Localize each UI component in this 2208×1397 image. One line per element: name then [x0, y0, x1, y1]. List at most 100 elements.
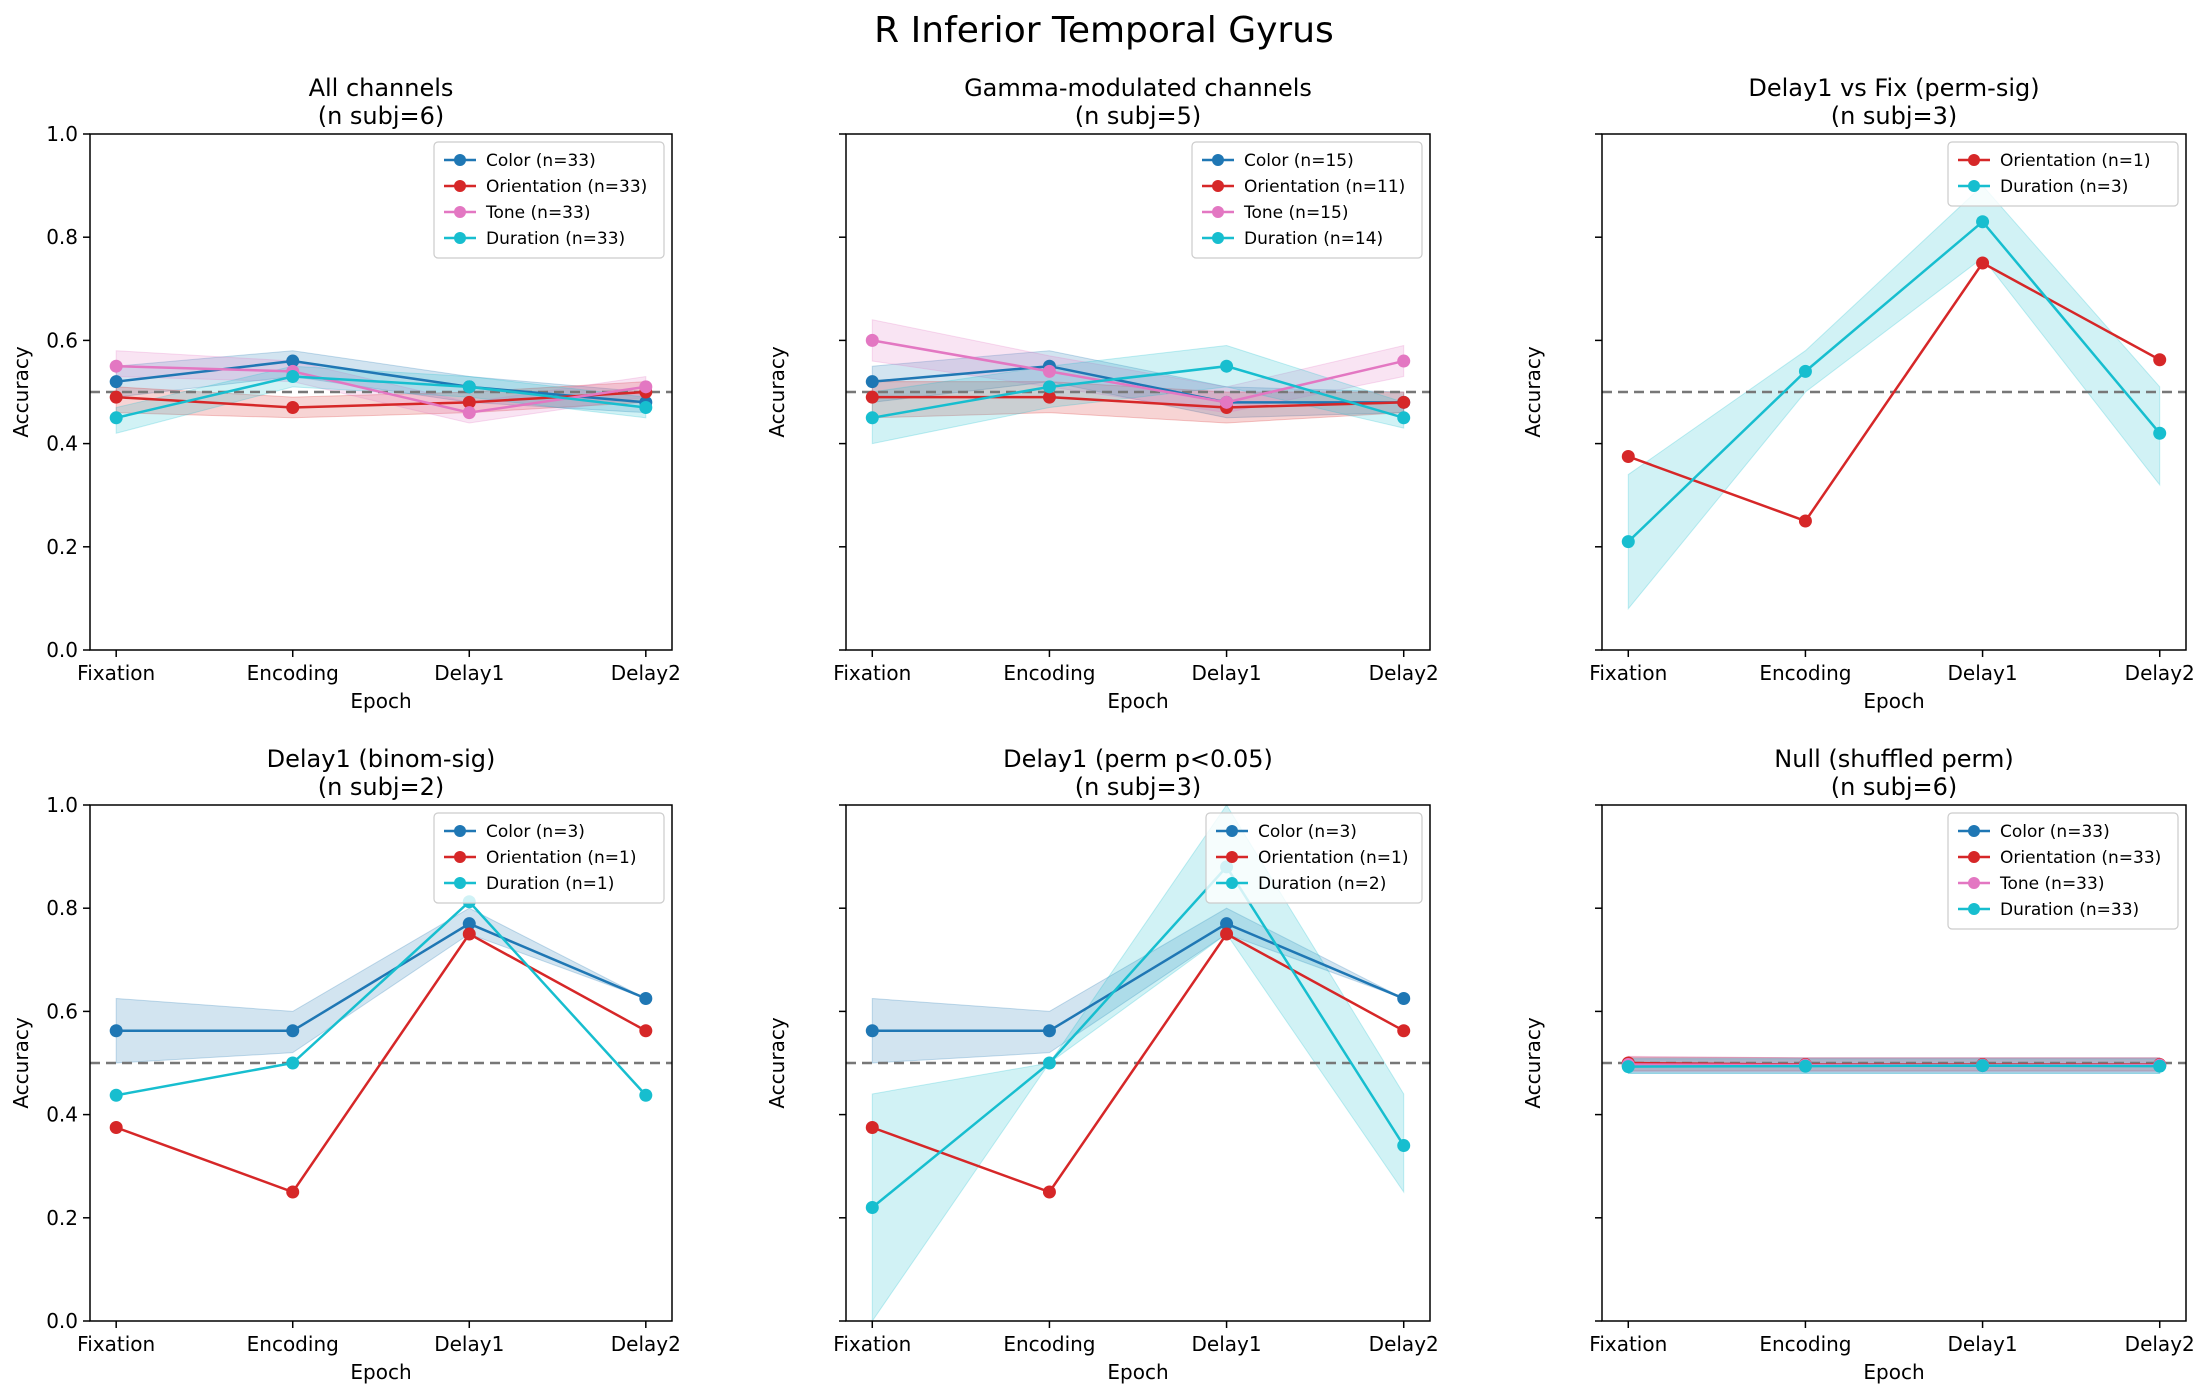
series-line — [116, 359, 646, 404]
data-point — [2153, 1059, 2167, 1073]
x-tick-label: Delay2 — [1369, 661, 1439, 685]
x-tick-label: Delay2 — [2125, 661, 2195, 685]
data-point — [109, 1088, 123, 1102]
x-tick-label: Fixation — [1589, 1332, 1667, 1356]
x-tick-label: Delay1 — [1192, 1332, 1262, 1356]
data-point — [1976, 215, 1990, 229]
data-point — [462, 380, 476, 394]
panel-3: Delay1 vs Fix (perm-sig)(n subj=3) Fixati… — [1521, 74, 2195, 713]
panel-4: Delay1 (binom-sig)(n subj=2) 0.0 0.2 0.4 0.6… — [9, 745, 681, 1384]
legend-label: Tone (n=15) — [1243, 203, 1348, 223]
x-tick-label: Delay2 — [611, 1332, 681, 1356]
legend-marker — [454, 180, 466, 192]
data-point — [1042, 1185, 1056, 1199]
x-tick-label: Encoding — [1003, 661, 1095, 685]
x-tick-label: Delay2 — [1369, 1332, 1439, 1356]
x-axis-label: Epoch — [350, 1360, 411, 1384]
x-tick-label: Delay2 — [611, 661, 681, 685]
x-axis-label: Epoch — [1863, 689, 1924, 713]
series-line — [872, 922, 1405, 1032]
series-line — [116, 922, 647, 1032]
x-tick-label: Encoding — [1759, 661, 1851, 685]
panel-subtitle: (n subj=2) — [318, 773, 445, 801]
panel-subtitle: (n subj=6) — [318, 102, 445, 130]
legend-label: Orientation (n=11) — [1244, 177, 1405, 197]
legend-marker — [1968, 825, 1980, 837]
series-line — [872, 364, 1405, 420]
series-line — [872, 364, 1404, 404]
legend-marker — [1968, 877, 1980, 889]
x-axis-label: Epoch — [1107, 689, 1168, 713]
panel-title: Null (shuffled perm) — [1774, 745, 2013, 773]
legend-marker — [454, 154, 466, 166]
data-point — [1220, 359, 1234, 373]
panel-title: Delay1 (binom-sig) — [267, 745, 496, 773]
data-point — [1397, 354, 1411, 368]
axes-frame — [1601, 133, 2187, 651]
panel-title: Delay1 vs Fix (perm-sig) — [1748, 74, 2039, 102]
legend-label: Duration (n=14) — [1244, 229, 1383, 249]
legend-box — [1191, 141, 1423, 259]
y-tick-label: 0.0 — [46, 638, 78, 662]
x-tick-label: Fixation — [833, 1332, 911, 1356]
series-line — [871, 932, 1405, 1194]
data-point — [109, 375, 123, 389]
legend-label: Color (n=3) — [1258, 822, 1357, 842]
data-point — [865, 333, 879, 347]
y-tick-label: 0.4 — [46, 432, 78, 456]
y-tick-label: 0.2 — [46, 535, 78, 559]
axes-frame — [89, 804, 673, 1322]
legend-marker — [1212, 180, 1224, 192]
y-tick-label: 1.0 — [46, 793, 78, 817]
panel-title: Delay1 (perm p<0.05) — [1003, 745, 1273, 773]
data-point — [639, 992, 653, 1005]
series-line — [872, 339, 1405, 404]
plot-area — [846, 319, 1430, 445]
x-tick-label: Encoding — [247, 1332, 339, 1356]
figure-title: R Inferior Temporal Gyrus — [874, 10, 1334, 51]
data-point — [286, 354, 300, 368]
data-point — [1621, 1060, 1635, 1074]
data-point — [1798, 364, 1812, 378]
x-tick-label: Fixation — [77, 661, 155, 685]
x-tick-label: Fixation — [77, 1332, 155, 1356]
x-axis-label: Epoch — [1107, 1360, 1168, 1384]
y-tick-label: 0.8 — [46, 225, 78, 249]
data-point — [639, 1024, 653, 1038]
panel-subtitle: (n subj=6) — [1831, 773, 1958, 801]
y-tick-label: 0.2 — [46, 1206, 78, 1230]
data-point — [639, 400, 653, 414]
series-line — [115, 932, 647, 1194]
x-tick-label: Delay1 — [1192, 661, 1262, 685]
legend: Color (n=15) Orientation (n=11) Tone (n=15… — [1191, 141, 1423, 259]
y-tick-label: 1.0 — [46, 122, 78, 146]
axes-frame — [845, 133, 1431, 651]
legend-label: Tone (n=33) — [485, 203, 590, 223]
data-point — [286, 370, 300, 384]
x-tick-label: Fixation — [833, 661, 911, 685]
data-point — [286, 400, 300, 414]
data-point — [462, 395, 476, 409]
data-point — [109, 411, 123, 425]
legend-label: Orientation (n=33) — [486, 177, 647, 197]
data-point — [109, 1121, 123, 1134]
data-point — [1621, 535, 1635, 549]
data-point — [1397, 1139, 1411, 1153]
legend-marker — [1212, 232, 1224, 244]
data-point — [1042, 1024, 1056, 1038]
legend-marker — [1968, 154, 1980, 166]
data-point — [1220, 927, 1234, 941]
y-axis-label: Accuracy — [9, 346, 33, 437]
x-axis-label: Epoch — [350, 689, 411, 713]
legend-label: Orientation (n=1) — [486, 848, 636, 868]
error-band — [871, 805, 1405, 1321]
data-point — [462, 927, 476, 941]
legend: Color (n=33) Orientation (n=33) Tone (n=33… — [433, 141, 665, 259]
data-point — [1220, 395, 1234, 409]
data-point — [2153, 353, 2167, 367]
legend-label: Orientation (n=1) — [2000, 151, 2150, 171]
x-tick-label: Delay2 — [2125, 1332, 2195, 1356]
axes-frame — [1601, 804, 2187, 1322]
legend-marker — [454, 232, 466, 244]
